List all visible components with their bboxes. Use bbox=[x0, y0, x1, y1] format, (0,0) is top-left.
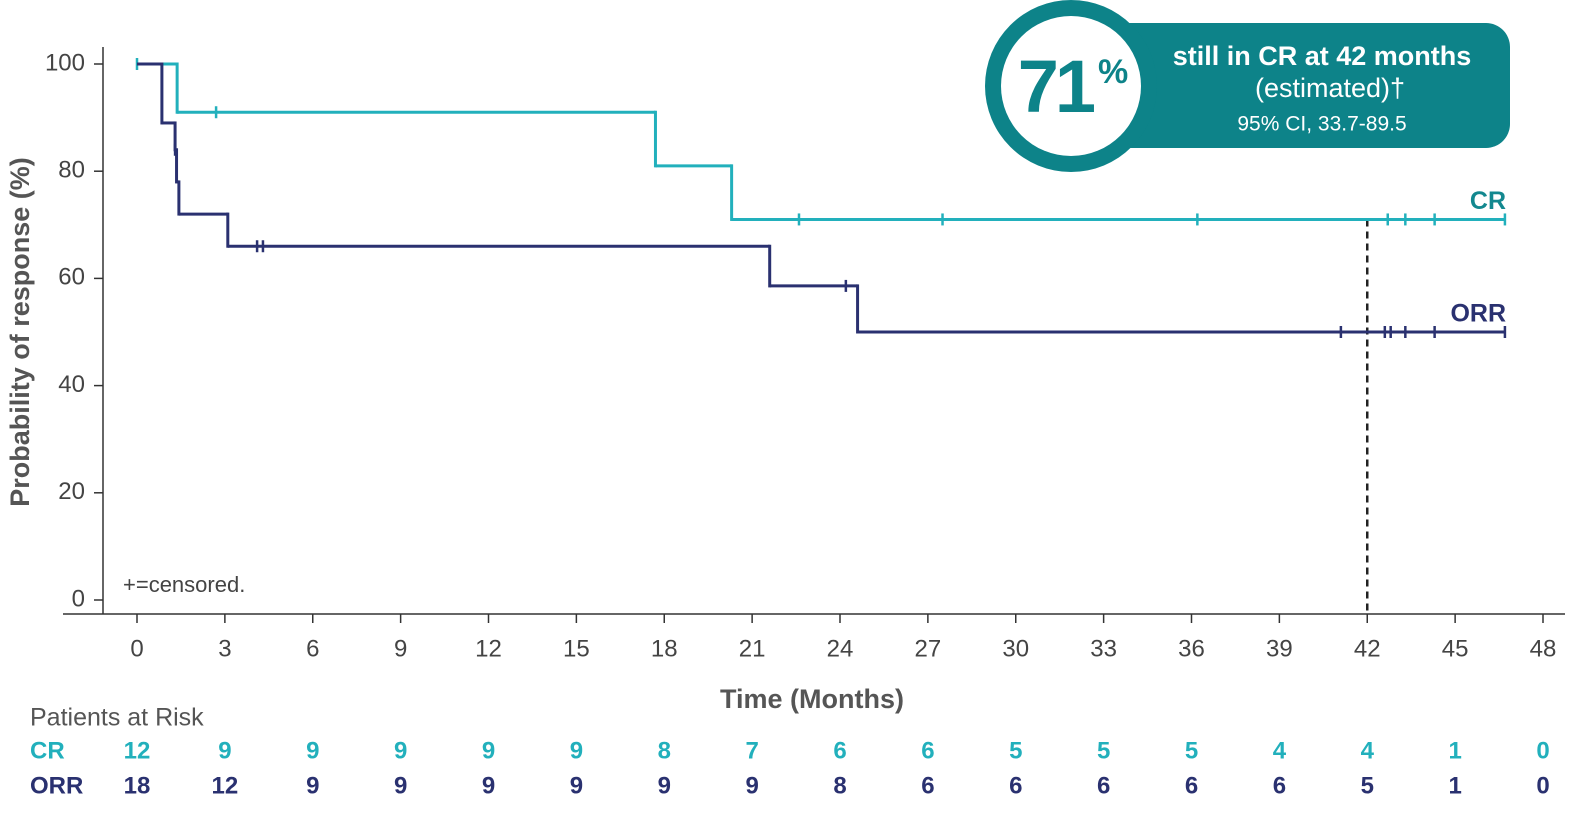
risk-count: 9 bbox=[570, 772, 583, 799]
y-tick-label: 60 bbox=[58, 264, 85, 291]
risk-count: 18 bbox=[124, 772, 151, 799]
risk-count: 1 bbox=[1448, 772, 1461, 799]
note: +=censored. bbox=[123, 572, 245, 597]
risk-count: 6 bbox=[921, 772, 934, 799]
risk-count: 8 bbox=[658, 737, 671, 764]
x-tick-label: 15 bbox=[563, 635, 590, 662]
risk-count: 9 bbox=[482, 737, 495, 764]
x-tick-label: 0 bbox=[130, 635, 143, 662]
risk-count: 7 bbox=[745, 737, 758, 764]
callout-subtitle: (estimated)† bbox=[1255, 73, 1405, 103]
x-tick-label: 42 bbox=[1354, 635, 1381, 662]
x-tick-label: 3 bbox=[218, 635, 231, 662]
y-tick-label: 100 bbox=[45, 49, 85, 76]
x-tick-label: 18 bbox=[651, 635, 678, 662]
y-tick-label: 20 bbox=[58, 478, 85, 505]
risk-count: 5 bbox=[1097, 737, 1110, 764]
risk-count: 4 bbox=[1361, 737, 1375, 764]
risk-count: 6 bbox=[921, 737, 934, 764]
risk-title: Patients at Risk bbox=[30, 704, 204, 732]
y-tick-label: 0 bbox=[72, 585, 85, 612]
risk-row-label: ORR bbox=[30, 772, 83, 799]
risk-count: 4 bbox=[1273, 737, 1287, 764]
x-tick-label: 12 bbox=[475, 635, 502, 662]
callout-ci: 95% CI, 33.7-89.5 bbox=[1237, 113, 1406, 136]
risk-count: 6 bbox=[1273, 772, 1286, 799]
risk-count: 6 bbox=[1185, 772, 1198, 799]
risk-count: 8 bbox=[833, 772, 846, 799]
y-axis-title: Probability of response (%) bbox=[5, 157, 35, 507]
series-label: ORR bbox=[1450, 300, 1506, 328]
callout-box bbox=[1100, 23, 1510, 148]
risk-count: 0 bbox=[1536, 737, 1549, 764]
risk-count: 6 bbox=[833, 737, 846, 764]
risk-count: 12 bbox=[124, 737, 151, 764]
risk-count: 9 bbox=[394, 772, 407, 799]
risk-count: 5 bbox=[1009, 737, 1022, 764]
x-tick-label: 48 bbox=[1530, 635, 1557, 662]
callout-title: still in CR at 42 months bbox=[1173, 41, 1472, 71]
series-label: CR bbox=[1470, 187, 1506, 215]
risk-row-label: CR bbox=[30, 737, 65, 764]
x-tick-label: 30 bbox=[1002, 635, 1029, 662]
x-tick-label: 27 bbox=[915, 635, 942, 662]
risk-count: 9 bbox=[306, 772, 319, 799]
risk-count: 6 bbox=[1009, 772, 1022, 799]
risk-count: 5 bbox=[1361, 772, 1374, 799]
x-tick-label: 33 bbox=[1090, 635, 1117, 662]
risk-count: 9 bbox=[218, 737, 231, 764]
y-tick-label: 80 bbox=[58, 157, 85, 184]
risk-count: 6 bbox=[1097, 772, 1110, 799]
x-tick-label: 21 bbox=[739, 635, 766, 662]
risk-count: 5 bbox=[1185, 737, 1198, 764]
x-tick-label: 45 bbox=[1442, 635, 1469, 662]
callout-unit: % bbox=[1098, 53, 1128, 91]
risk-count: 9 bbox=[306, 737, 319, 764]
callout-number: 71 bbox=[1018, 45, 1095, 128]
risk-count: 9 bbox=[745, 772, 758, 799]
risk-count: 0 bbox=[1536, 772, 1549, 799]
x-tick-label: 9 bbox=[394, 635, 407, 662]
risk-count: 1 bbox=[1448, 737, 1461, 764]
risk-count: 9 bbox=[482, 772, 495, 799]
risk-count: 9 bbox=[394, 737, 407, 764]
risk-count: 12 bbox=[212, 772, 239, 799]
risk-count: 9 bbox=[570, 737, 583, 764]
x-tick-label: 24 bbox=[827, 635, 854, 662]
risk-count: 9 bbox=[658, 772, 671, 799]
y-tick-label: 40 bbox=[58, 371, 85, 398]
callout-disk bbox=[1001, 16, 1141, 156]
x-axis-title: Time (Months) bbox=[720, 684, 904, 714]
x-tick-label: 39 bbox=[1266, 635, 1293, 662]
x-tick-label: 36 bbox=[1178, 635, 1205, 662]
x-tick-label: 6 bbox=[306, 635, 319, 662]
